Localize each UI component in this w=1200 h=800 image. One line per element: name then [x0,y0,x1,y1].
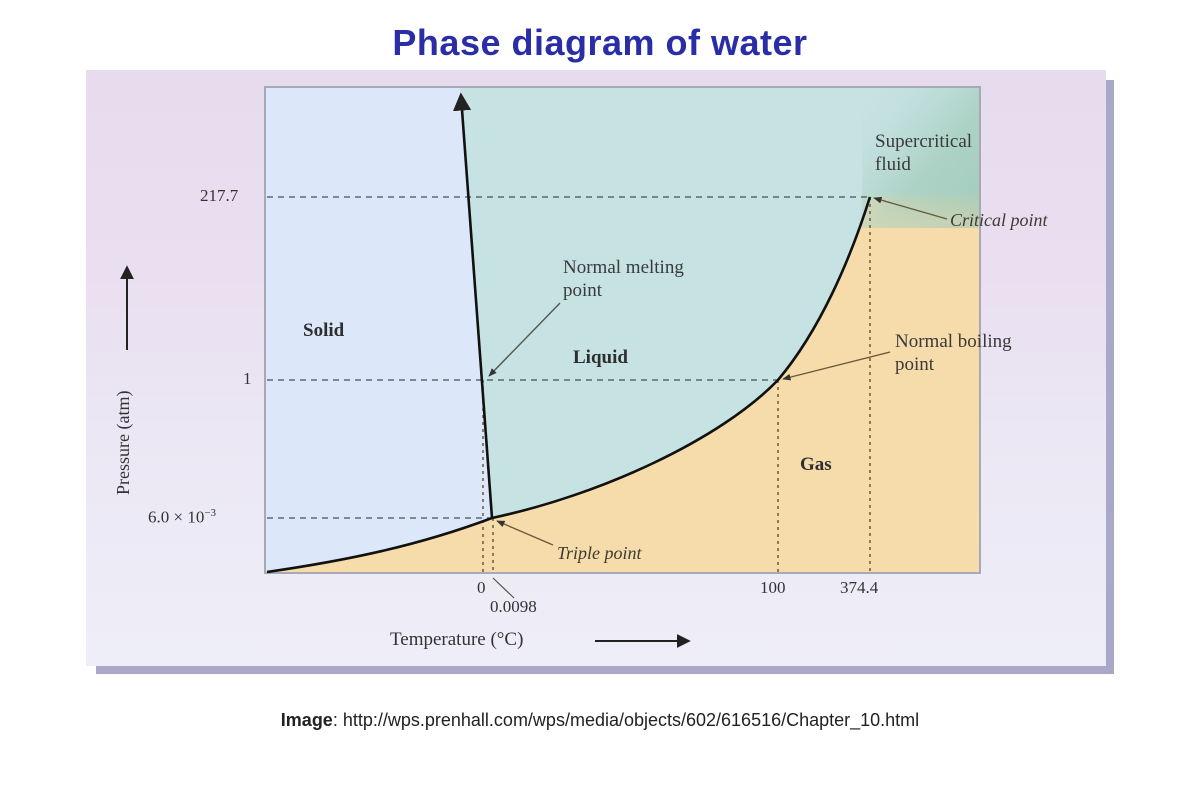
y-tick-1: 1 [243,369,252,388]
melting-point-label: Normal melting point [563,256,684,302]
x-tick-0: 0 [477,578,486,597]
melting-line2: point [563,280,603,301]
supercritical-line1: Supercritical [875,131,973,152]
critical-leader [873,196,948,220]
triple-leader [496,520,554,546]
boiling-line2: point [895,354,935,375]
solid-label: Solid [303,320,345,341]
boiling-line1: Normal boiling [895,331,1012,352]
y-tick-triple-base: 6.0 × 10 [148,507,205,527]
melting-leader [488,302,561,377]
image-caption: Image: http://wps.prenhall.com/wps/media… [0,710,1200,731]
page-title: Phase diagram of water [392,22,808,63]
liquid-region [460,88,980,518]
y-tick-triple-exp: −3 [204,507,217,519]
triple-tick-leader [492,577,515,599]
caption-label: Image [280,710,333,730]
sublimation-curve [266,516,493,574]
boiling-point-label: Normal boiling point [895,330,1012,376]
vaporization-curve [491,196,872,520]
supercritical-line2: fluid [875,154,911,175]
x-tick-374-4: 374.4 [840,578,879,597]
plot-border [264,86,981,574]
melting-curve [452,92,494,519]
y-tick-217-7: 217.7 [200,186,239,205]
boiling-leader [782,351,891,381]
caption-separator: : [332,710,343,730]
x-tick-0-0098: 0.0098 [490,597,537,616]
gas-label: Gas [800,454,832,475]
y-tick-triple: 6.0 × 10−3 [148,507,216,528]
triple-point-label: Triple point [557,543,642,563]
caption-source-link[interactable]: http://wps.prenhall.com/wps/media/object… [342,710,920,730]
gas-region [267,197,980,572]
x-axis-title: Temperature (°C) [390,629,524,650]
liquid-label: Liquid [573,347,628,368]
supercritical-label: Supercritical fluid [875,130,972,176]
x-tick-100: 100 [760,578,786,597]
melting-line1: Normal melting [563,257,684,278]
y-axis-title: Pressure (atm) [113,390,133,495]
critical-point-label: Critical point [950,210,1048,230]
